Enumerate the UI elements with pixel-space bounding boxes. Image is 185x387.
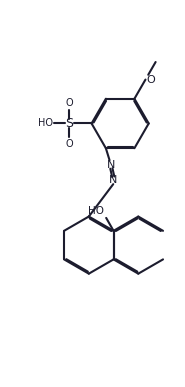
Text: HO: HO — [88, 206, 104, 216]
Text: N: N — [109, 175, 117, 185]
Text: O: O — [66, 139, 73, 149]
Text: N: N — [107, 160, 116, 170]
Text: O: O — [146, 75, 155, 85]
Text: O: O — [66, 98, 73, 108]
Text: S: S — [65, 117, 73, 130]
Text: HO: HO — [38, 118, 53, 128]
